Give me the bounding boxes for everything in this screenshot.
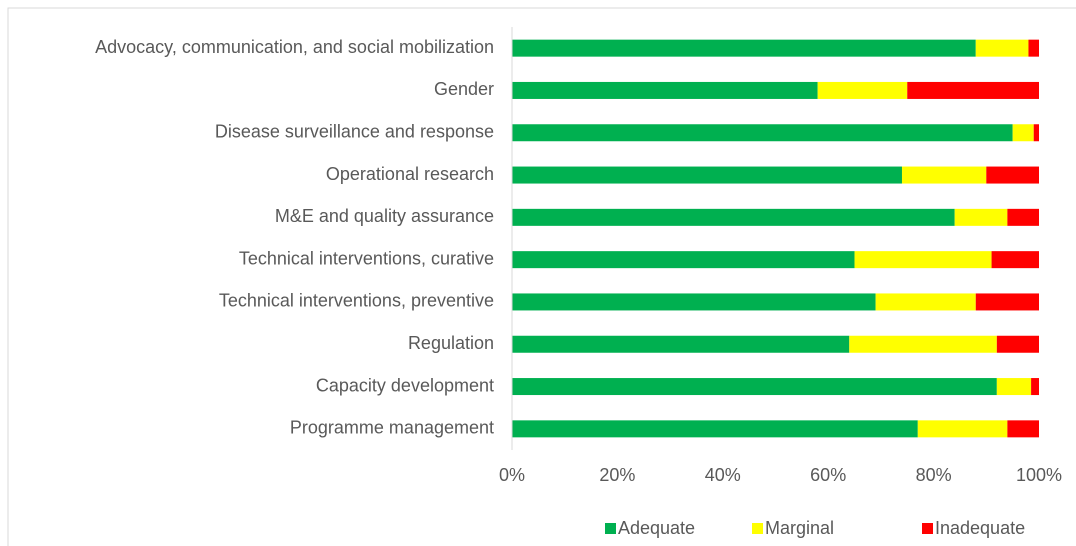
legend-swatch: [605, 523, 616, 534]
bar-segment: [512, 420, 918, 438]
bar-segment: [512, 208, 955, 226]
y-tick-label: Advocacy, communication, and social mobi…: [95, 37, 494, 57]
bar-segment: [817, 81, 908, 99]
y-tick-label: Disease surveillance and response: [215, 122, 494, 142]
bar-segment: [991, 251, 1039, 269]
x-tick-label: 0%: [499, 465, 525, 485]
legend-label: Adequate: [618, 518, 695, 538]
y-tick-label: Gender: [434, 79, 494, 99]
x-tick-label: 40%: [705, 465, 741, 485]
y-tick-label: Regulation: [408, 333, 494, 353]
legend-swatch: [922, 523, 933, 534]
y-tick-label: Capacity development: [316, 375, 494, 395]
y-tick-label: M&E and quality assurance: [275, 206, 494, 226]
bar-segment: [854, 251, 992, 269]
bar-segment: [1031, 378, 1039, 396]
bar-segment: [512, 378, 997, 396]
bar-segment: [512, 293, 876, 311]
x-tick-label: 60%: [810, 465, 846, 485]
bar-segment: [1007, 208, 1039, 226]
bar-segment: [1033, 124, 1039, 142]
bar-segment: [907, 81, 1039, 99]
legend-label: Marginal: [765, 518, 834, 538]
bar-segment: [954, 208, 1008, 226]
legend-swatch: [752, 523, 763, 534]
bar-segment: [917, 420, 1008, 438]
x-tick-label: 20%: [599, 465, 635, 485]
bar-segment: [1028, 39, 1039, 57]
chart-border: [7, 7, 1076, 546]
bar-segment: [975, 293, 1039, 311]
y-tick-label: Programme management: [290, 418, 494, 438]
bar-segment: [512, 81, 818, 99]
bar-segment: [901, 166, 987, 184]
bar-segment: [512, 335, 850, 353]
bar-segment: [512, 124, 1013, 142]
x-tick-label: 100%: [1016, 465, 1062, 485]
bar-segment: [975, 39, 1029, 57]
bar-segment: [1007, 420, 1039, 438]
bar-segment: [986, 166, 1039, 184]
bar-segment: [512, 166, 902, 184]
legend-label: Inadequate: [935, 518, 1025, 538]
x-tick-label: 80%: [916, 465, 952, 485]
y-tick-label: Technical interventions, curative: [239, 248, 494, 268]
bar-segment: [1012, 124, 1034, 142]
y-tick-label: Operational research: [326, 164, 494, 184]
bar-segment: [996, 335, 1039, 353]
bar-segment: [849, 335, 997, 353]
bar-segment: [512, 251, 855, 269]
bar-segment: [875, 293, 976, 311]
bar-segment: [512, 39, 976, 57]
bar-segment: [996, 378, 1032, 396]
y-tick-label: Technical interventions, preventive: [219, 291, 494, 311]
